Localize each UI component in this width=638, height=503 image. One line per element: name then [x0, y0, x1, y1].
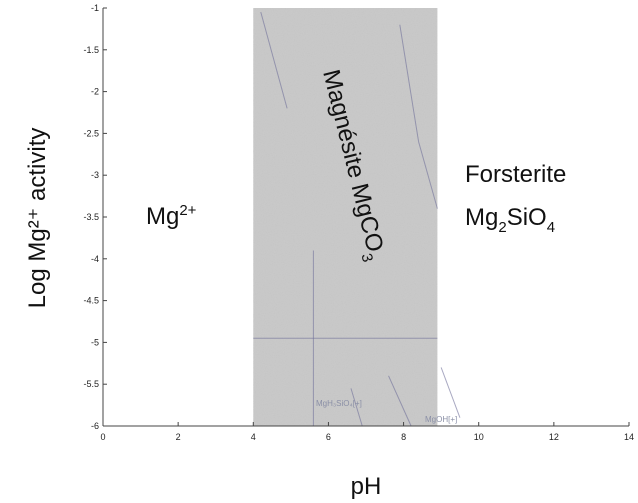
x-tick-label: 4 — [251, 432, 256, 442]
region-label-forsterite-formula: Mg2SiO4 — [465, 204, 555, 236]
boundary-line-1 — [399, 24, 420, 142]
y-tick-label: -2.5 — [83, 128, 99, 138]
region-label-mg2plus: Mg2+ — [146, 202, 197, 230]
y-axis-ticks: -1 -1.5 -2 -2.5 -3 -3.5 -4 -4.5 -5 -5.5 -6 — [83, 3, 107, 431]
y-tick-label: -5.5 — [83, 379, 99, 389]
x-tick-label: 12 — [549, 432, 559, 442]
y-tick-label: -1 — [91, 3, 99, 13]
background-lines — [253, 12, 461, 427]
y-tick-label: -4 — [91, 254, 99, 264]
y-tick-label: -6 — [91, 421, 99, 431]
y-tick-label: -4.5 — [83, 296, 99, 306]
faint-label-mgoh: MgOH[+] — [425, 415, 457, 424]
y-tick-label: -3 — [91, 170, 99, 180]
x-tick-label: 8 — [401, 432, 406, 442]
magnesite-region — [253, 8, 438, 426]
y-tick-label: -2 — [91, 87, 99, 97]
x-tick-label: 2 — [176, 432, 181, 442]
boundary-line-5 — [388, 375, 412, 427]
x-tick-label: 14 — [624, 432, 634, 442]
boundary-line-2 — [418, 141, 438, 209]
boundary-line-6 — [440, 367, 461, 418]
boundary-line-7 — [350, 388, 363, 427]
boundary-line-0 — [260, 12, 288, 109]
y-tick-label: -3.5 — [83, 212, 99, 222]
x-axis-ticks: 0 2 4 6 8 10 12 14 — [100, 422, 634, 442]
faint-label-mgh3sio4: MgH₃SiO₄[+] — [316, 399, 362, 408]
x-axis-title: pH — [351, 473, 382, 500]
y-axis-title: Log Mg²⁺ activity — [24, 128, 51, 309]
x-tick-label: 10 — [474, 432, 484, 442]
x-tick-label: 0 — [100, 432, 105, 442]
magnesite-band-texture — [253, 8, 438, 426]
region-label-forsterite: Forsterite — [465, 161, 566, 188]
y-tick-label: -1.5 — [83, 45, 99, 55]
y-tick-label: -5 — [91, 337, 99, 347]
x-tick-label: 6 — [326, 432, 331, 442]
